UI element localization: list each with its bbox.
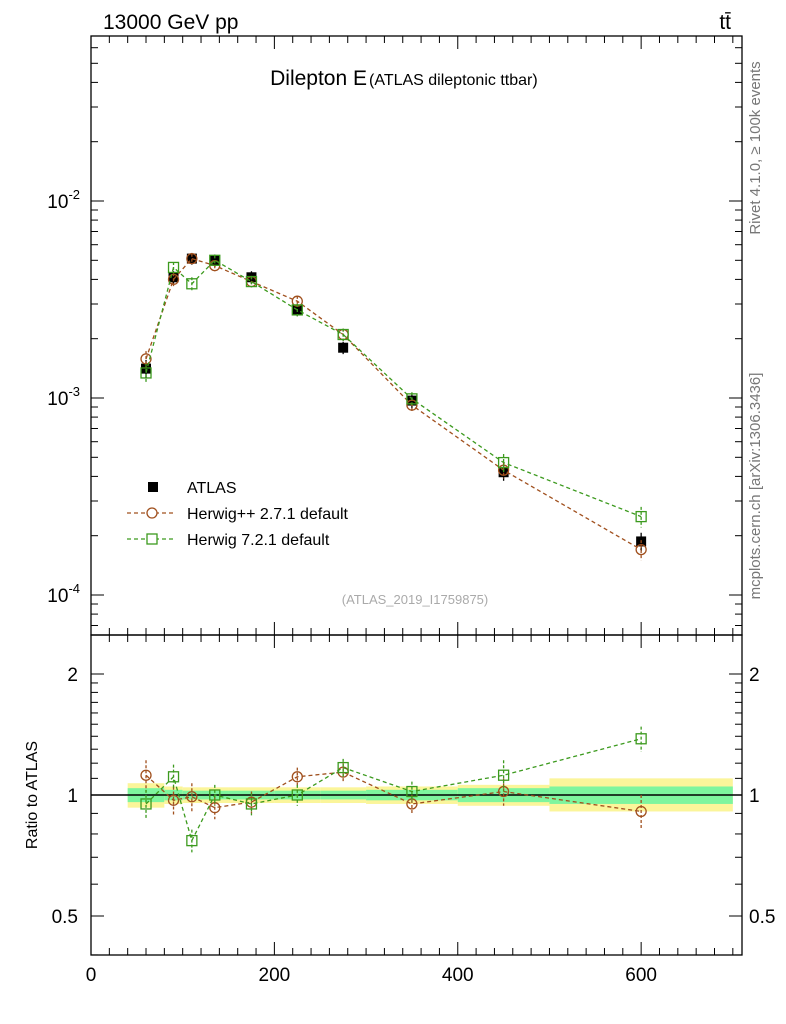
ratio-herwig7-point (140, 798, 152, 810)
ratio-herwigpp-point (635, 805, 647, 818)
ratio-y-tick-label: 0.5 (52, 907, 78, 928)
main-y-tick-label: 10-2 (47, 187, 80, 213)
ratio-herwig7-point (209, 789, 221, 801)
ratio-y-tick-labels: 0.5 0.5 1 1 2 2 (52, 665, 776, 928)
main-y-tick-label: 10-4 (47, 581, 80, 607)
ratio-herwig7-point (186, 834, 198, 847)
ratio-herwig7-point (167, 771, 180, 783)
legend-atlas-marker (148, 482, 158, 492)
main-panel: Dilepton E (ATLAS dileptonic ttbar) (ATL… (47, 35, 743, 636)
chart-title: Dilepton E (270, 67, 367, 90)
herwig7-point (186, 278, 198, 290)
ratio-series-line (145, 771, 642, 813)
herwigpp-point (635, 543, 647, 556)
ratio-herwig7-point (406, 785, 418, 798)
ratio-series-1 (140, 726, 647, 853)
herwig7-point (497, 456, 510, 469)
ratio-herwigpp-point (167, 794, 180, 806)
ratio-y-tick-label: 2 (67, 665, 78, 686)
x-tick-label: 600 (625, 965, 657, 986)
ratio-herwigpp-point (291, 771, 303, 783)
herwigpp-point (186, 252, 198, 265)
mcplots-label: mcplots.cern.ch [arXiv:1306.3436] (747, 373, 764, 600)
legend-herwigpp-label: Herwig++ 2.7.1 default (187, 506, 349, 523)
main-y-tick-label: 10-3 (47, 384, 80, 410)
legend-herwig7-label: Herwig 7.2.1 default (187, 532, 330, 549)
legend-entry-herwigpp: Herwig++ 2.7.1 default (127, 506, 349, 523)
legend: ATLAS Herwig++ 2.7.1 default Herwig 7.2.… (127, 480, 349, 549)
atlas-data-point (498, 467, 509, 478)
ratio-herwig7-point (245, 798, 258, 810)
x-tick-label: 400 (442, 965, 474, 986)
herwig7-point (245, 275, 258, 288)
ratio-herwigpp-point (140, 769, 152, 781)
legend-entry-herwig7: Herwig 7.2.1 default (127, 532, 330, 549)
herwig7-point (291, 304, 303, 316)
atlas-data-point (186, 253, 197, 264)
herwigpp-point (140, 353, 152, 365)
main-axis-ticks (90, 36, 742, 635)
main-series-2 (140, 254, 647, 528)
herwig7-point (167, 261, 180, 274)
herwig7-point (209, 254, 221, 266)
x-tick-label: 200 (259, 965, 291, 986)
ratio-y-tick-label-right: 2 (749, 665, 760, 686)
legend-atlas-label: ATLAS (187, 480, 237, 497)
legend-herwigpp-marker (146, 507, 158, 519)
ratio-herwig7-point (291, 789, 303, 801)
legend-entry-atlas: ATLAS (148, 480, 237, 497)
energy-label: 13000 GeV pp (103, 11, 238, 34)
ratio-series-line (145, 738, 642, 843)
ratio-frame (90, 634, 743, 956)
x-tick-label: 0 (86, 965, 97, 986)
herwig7-point (635, 510, 647, 523)
ratio-y-tick-label-right: 0.5 (749, 907, 775, 928)
herwig7-point (140, 367, 152, 379)
atlas-data-point (168, 272, 179, 283)
main-series-line (145, 257, 642, 551)
rivet-version-label: Rivet 4.1.0, ≥ 100k events (747, 61, 764, 234)
ratio-herwig7-point (497, 769, 510, 781)
ratio-herwigpp-point (186, 791, 198, 803)
ratio-series-group (140, 726, 647, 853)
analysis-watermark: (ATLAS_2019_I1759875) (342, 592, 488, 607)
x-tick-labels: 0 200 400 600 (86, 965, 657, 986)
main-y-tick-labels: 10-4 10-3 10-2 (47, 187, 80, 607)
chart-subtitle: (ATLAS dileptonic ttbar) (369, 72, 538, 89)
legend-herwig7-marker (146, 533, 158, 545)
ratio-herwig7-point (635, 733, 647, 745)
main-series-line (145, 259, 642, 518)
main-series-group (140, 252, 647, 561)
process-label: tt̄ (719, 11, 731, 34)
herwig7-point (337, 328, 349, 341)
ratio-y-tick-label: 1 (67, 786, 78, 807)
herwigpp-point (167, 273, 180, 286)
ratio-y-tick-label-right: 1 (749, 786, 760, 807)
herwig7-point (406, 393, 418, 405)
ratio-panel: Ratio to ATLAS 0.5 0.5 1 1 2 2 0 200 400 600 (24, 634, 776, 986)
ratio-y-axis-label: Ratio to ATLAS (24, 741, 41, 849)
atlas-data-point (338, 342, 349, 353)
ratio-herwig7-point (337, 761, 349, 774)
